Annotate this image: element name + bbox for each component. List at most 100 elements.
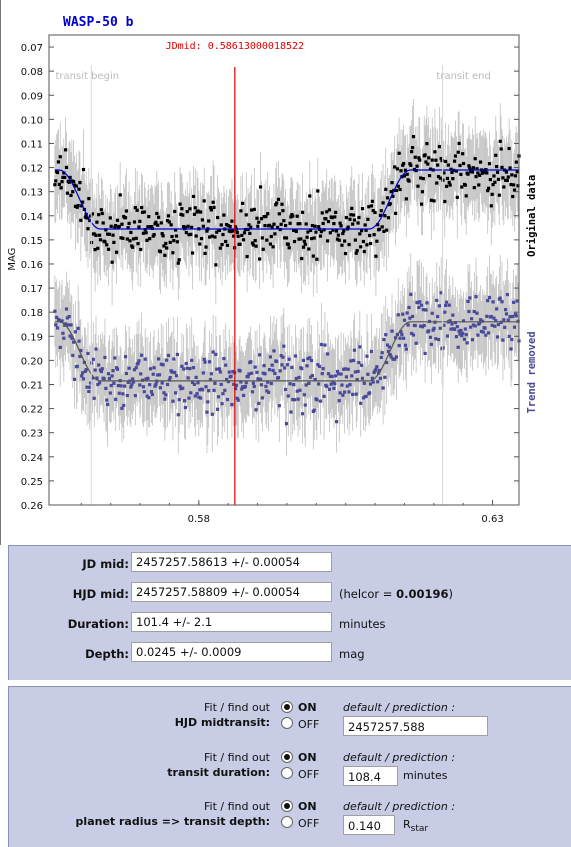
original-data-point <box>344 215 349 220</box>
original-data-point <box>65 191 69 195</box>
original-data-point <box>433 150 437 154</box>
original-data-point <box>262 215 266 219</box>
original-data-point <box>274 203 278 207</box>
trend-removed-point <box>421 308 425 312</box>
trend-removed-point <box>168 376 172 380</box>
trend-removed-point <box>64 322 68 326</box>
trend-removed-point <box>304 383 308 387</box>
original-data-point <box>434 158 438 162</box>
original-data-point <box>454 169 459 173</box>
original-data-point <box>388 202 392 206</box>
original-data-point <box>270 225 274 229</box>
duration-off-radio[interactable] <box>281 767 293 779</box>
trend-removed-point <box>317 364 322 368</box>
midtransit-off-radio[interactable] <box>281 717 293 729</box>
trend-removed-point <box>62 336 66 340</box>
original-data-point <box>224 239 228 244</box>
trend-removed-point <box>463 327 467 331</box>
original-data-point <box>146 225 150 229</box>
trend-removed-point <box>254 408 258 412</box>
depth-field[interactable] <box>131 642 332 662</box>
trend-removed-point <box>351 358 356 363</box>
trend-removed-point <box>334 420 339 424</box>
original-data-point <box>374 254 378 258</box>
original-data-point <box>110 260 114 264</box>
original-data-point <box>486 189 490 193</box>
original-data-point <box>478 173 482 177</box>
trend-removed-point <box>265 389 269 393</box>
original-data-point <box>127 221 131 226</box>
original-data-point <box>331 228 335 232</box>
original-data-point <box>269 234 273 239</box>
original-data-point <box>108 216 112 220</box>
original-data-point <box>105 243 109 247</box>
radius-off-radio[interactable] <box>281 816 293 828</box>
radius-on-radio[interactable] <box>281 800 293 812</box>
original-data-point <box>501 176 505 180</box>
duration-on-label: ON <box>298 751 317 764</box>
original-data-point <box>444 159 448 164</box>
trend-removed-point <box>413 323 417 328</box>
original-data-point <box>188 207 192 211</box>
trend-removed-point <box>69 323 73 327</box>
trend-removed-point <box>495 335 500 339</box>
original-data-point <box>176 261 180 265</box>
original-data-point <box>157 215 161 219</box>
radius-default-input[interactable]: 0.140 <box>343 815 395 835</box>
duration-row: Duration: minutes <box>9 612 571 636</box>
jd-mid-field[interactable] <box>131 552 332 572</box>
trend-removed-point <box>157 373 162 377</box>
duration-default-input[interactable]: 108.4 <box>343 766 398 786</box>
original-data-point <box>421 177 425 181</box>
trend-removed-point <box>402 318 407 322</box>
trend-removed-point <box>217 367 222 371</box>
hjd-mid-row: HJD mid: (helcor = 0.00196) <box>9 582 571 606</box>
trend-removed-point <box>130 383 134 387</box>
original-data-point <box>352 218 357 222</box>
original-data-point <box>407 179 411 183</box>
duration-default-label: default / prediction : <box>343 751 456 764</box>
trend-removed-point <box>263 372 267 376</box>
original-data-point <box>170 235 174 239</box>
original-data-point <box>83 215 87 219</box>
trend-removed-point <box>460 334 464 338</box>
trend-removed-point <box>221 392 225 396</box>
trend-removed-point <box>483 326 487 330</box>
original-data-point <box>512 183 516 187</box>
original-data-point <box>436 174 441 179</box>
trend-removed-point <box>156 373 160 377</box>
original-data-point <box>432 199 436 203</box>
original-data-point <box>457 141 461 146</box>
original-data-point <box>158 250 162 254</box>
original-data-point <box>68 175 72 180</box>
trend-removed-point <box>438 326 442 330</box>
midtransit-default-input[interactable]: 2457257.588 <box>343 716 488 736</box>
original-data-point <box>140 210 145 214</box>
trend-removed-point <box>212 388 216 392</box>
original-data-point <box>334 210 338 214</box>
trend-removed-point <box>436 314 440 319</box>
original-data-point <box>283 236 287 240</box>
original-data-point <box>154 220 158 224</box>
trend-removed-point <box>305 364 309 368</box>
trend-removed-point <box>103 355 107 360</box>
duration-field[interactable] <box>131 612 332 632</box>
midtransit-on-label: ON <box>298 701 317 714</box>
hjd-mid-field[interactable] <box>131 582 332 602</box>
trend-removed-point <box>124 371 129 376</box>
midtransit-on-radio[interactable] <box>281 701 293 713</box>
original-data-point <box>147 215 151 219</box>
trend-removed-point <box>447 303 451 307</box>
trend-removed-point <box>478 318 483 322</box>
original-data-point <box>288 221 292 225</box>
chart-title: WASP-50 b <box>63 15 134 30</box>
original-data-point <box>103 240 107 244</box>
original-data-point <box>306 230 310 234</box>
trend-removed-point <box>173 370 177 375</box>
trend-removed-point <box>503 308 508 312</box>
duration-on-radio[interactable] <box>281 751 293 763</box>
trend-removed-point <box>286 394 290 398</box>
trend-removed-point <box>295 389 299 393</box>
trend-removed-point <box>247 372 251 376</box>
original-data-point <box>494 153 498 157</box>
